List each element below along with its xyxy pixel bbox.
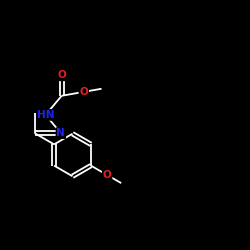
Text: N: N	[56, 128, 65, 138]
Text: O: O	[80, 87, 88, 97]
Text: O: O	[57, 70, 66, 80]
Text: HN: HN	[37, 110, 54, 120]
Text: O: O	[103, 170, 112, 180]
